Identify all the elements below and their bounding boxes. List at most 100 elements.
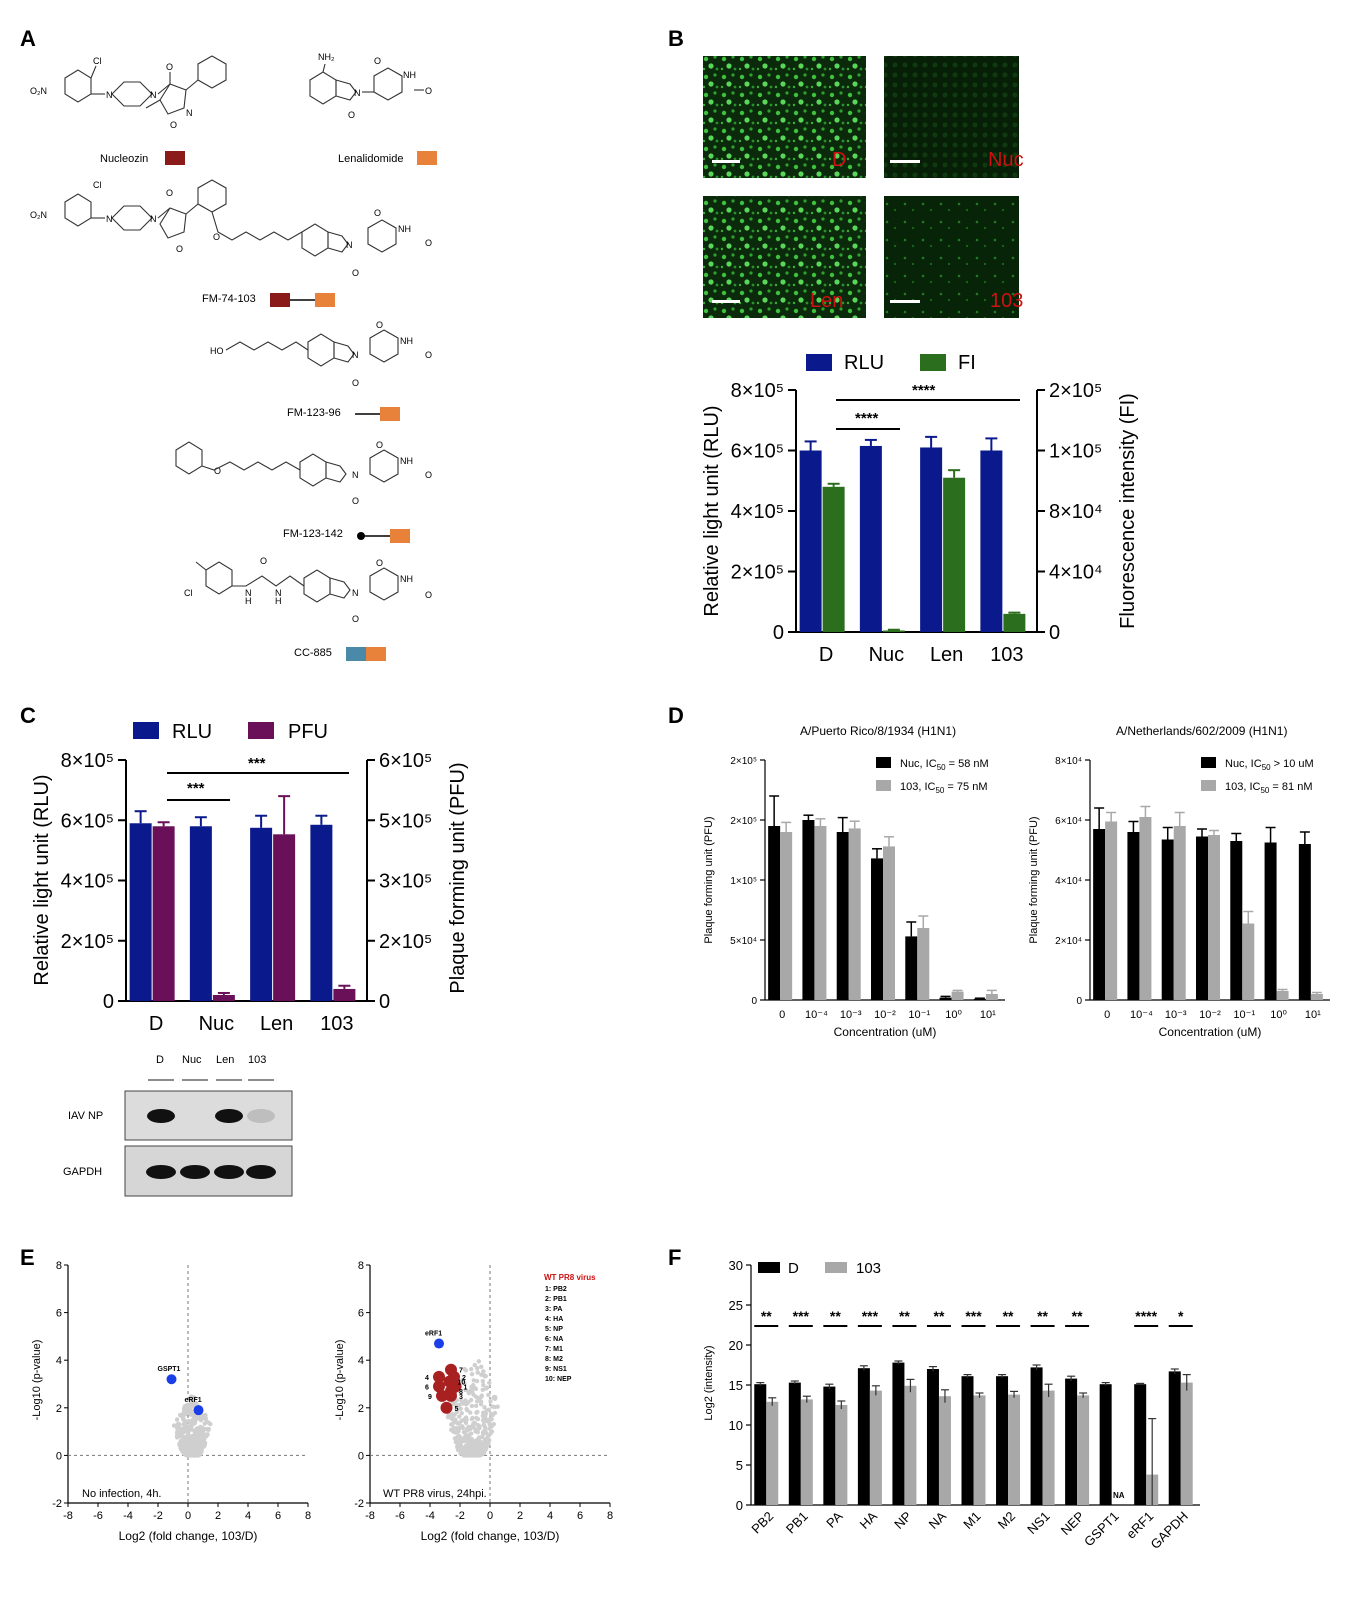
- lenalidomide-color-tag: [390, 529, 410, 543]
- x-tick-label: GSPT1: [1081, 1509, 1122, 1550]
- x-tick-label: 10⁻²: [1199, 1009, 1221, 1021]
- svg-text:N: N: [150, 214, 157, 224]
- svg-text:NH: NH: [400, 574, 413, 584]
- significance-label: ***: [248, 755, 266, 772]
- x-tick-label: M1: [960, 1509, 983, 1532]
- x-tick-label: NS1: [1024, 1509, 1052, 1537]
- viral-legend-item: 8: M2: [545, 1356, 563, 1363]
- bar: [1298, 844, 1311, 1000]
- scale-bar: [712, 300, 740, 303]
- x-tick-label: 0: [1104, 1009, 1110, 1021]
- legend-label-nuc: Nuc, IC50 > 10 uM: [1225, 758, 1314, 772]
- svg-text:N: N: [352, 350, 359, 360]
- svg-text:NH: NH: [403, 70, 416, 80]
- plot-annotation: No infection, 4h.: [82, 1488, 162, 1500]
- bar: [892, 1362, 905, 1505]
- svg-text:O: O: [170, 120, 177, 130]
- y-tick-label: 6×10⁵: [61, 810, 114, 832]
- y-tick-label: 15: [729, 1378, 743, 1393]
- x-tick-label: 10⁰: [1270, 1009, 1287, 1021]
- viral-protein-point: [433, 1380, 445, 1393]
- svg-text:NH: NH: [398, 224, 411, 234]
- bar-rlu-nuc: [189, 826, 212, 1001]
- legend-label-103: 103, IC50 = 81 nM: [1225, 781, 1312, 795]
- bar: [802, 820, 815, 1000]
- lenalidomide-structure: NH₂ N O O NH O Lenalidomide: [309, 52, 437, 165]
- svg-text:NH₂: NH₂: [318, 52, 335, 62]
- x-tick-label: 10⁻⁴: [1130, 1009, 1153, 1021]
- viral-protein-point: [443, 1375, 456, 1388]
- isoindolinone-ring: [325, 461, 347, 483]
- benzene-ring: [64, 69, 92, 103]
- svg-text:O: O: [214, 466, 221, 476]
- x-tick-label: 2: [517, 1510, 523, 1522]
- svg-text:O: O: [352, 496, 359, 506]
- x-axis-label: Concentration (uM): [1159, 1025, 1262, 1039]
- bar: [754, 1384, 767, 1505]
- bar: [1168, 1371, 1181, 1505]
- x-tick-label: Nuc: [869, 644, 905, 666]
- viral-point-label: 8: [459, 1389, 463, 1396]
- y-tick-label: 2×10⁵: [731, 562, 784, 584]
- viral-legend-item: 2: PB1: [545, 1296, 567, 1303]
- fluorescence-image: [884, 196, 1019, 318]
- x-axis-label: Log2 (fold change, 103/D): [421, 1529, 560, 1543]
- viral-legend-title: WT PR8 virus: [544, 1273, 596, 1282]
- x-tick-label: NA: [926, 1508, 950, 1532]
- y-tick-label: 8×10⁵: [61, 750, 114, 772]
- x-tick-label: 6: [275, 1510, 281, 1522]
- panel-label-f: F: [668, 1245, 681, 1270]
- bar-rlu-103: [310, 824, 333, 1001]
- significance-label: **: [1037, 1308, 1048, 1324]
- viral-point-label: 5: [455, 1406, 459, 1413]
- x-tick-label: -4: [123, 1510, 133, 1522]
- glutarimide-ring: [367, 219, 397, 253]
- panel-label-c: C: [20, 703, 36, 728]
- blot-band-gapdh: [214, 1165, 244, 1179]
- significance-label: ***: [793, 1308, 810, 1324]
- chart-title: A/Netherlands/602/2009 (H1N1): [1116, 724, 1287, 738]
- fm-123-96-structure: HO N O O NH O FM-123-96: [210, 320, 432, 421]
- significance-label: **: [934, 1308, 945, 1324]
- y-tick-label: 0: [773, 622, 784, 644]
- legend-label-nuc: Nuc, IC50 = 58 nM: [900, 758, 989, 772]
- bar: [768, 826, 781, 1000]
- legend-swatch-pfu: [248, 722, 274, 739]
- y2-tick-label: 4×10⁴: [1049, 562, 1103, 584]
- svg-text:N: N: [186, 108, 193, 118]
- y-axis-label: Plaque forming unit (PFU): [1028, 816, 1040, 943]
- image-label: D: [832, 149, 846, 171]
- x-tick-label: NP: [891, 1509, 914, 1532]
- y2-tick-label: 0: [1049, 622, 1060, 644]
- bar: [1180, 1382, 1193, 1505]
- x-tick-label: PB2: [748, 1509, 776, 1537]
- blot-band-np: [215, 1109, 243, 1123]
- bar: [1161, 839, 1174, 1000]
- legend-label-rlu: RLU: [844, 352, 884, 374]
- lenalidomide-color-tag: [380, 407, 400, 421]
- x-tick-label: 10⁰: [945, 1009, 962, 1021]
- panel-d-bar-charts: A/Puerto Rico/8/1934 (H1N1) A/Netherland…: [703, 724, 1330, 1039]
- lane-label: D: [156, 1054, 164, 1066]
- x-tick-label: 0: [779, 1009, 785, 1021]
- x-tick-label: 103: [990, 644, 1023, 666]
- y-tick-label: 8×10⁵: [731, 380, 784, 402]
- y-tick-label: 0: [1076, 996, 1082, 1007]
- viral-protein-point: [440, 1401, 453, 1414]
- bar: [1030, 1367, 1043, 1505]
- lenalidomide-color-tag: [417, 151, 437, 165]
- y-axis-label-left: Relative light unit (RLU): [31, 774, 53, 985]
- bar: [835, 1405, 848, 1505]
- bar: [951, 991, 964, 1000]
- bar-rlu-103: [980, 450, 1003, 632]
- bar: [1173, 826, 1186, 1000]
- y-tick-label: 10: [729, 1418, 743, 1433]
- significance-label: ***: [187, 780, 205, 797]
- bar-fi-nuc: [882, 630, 905, 632]
- x-tick-label: 10¹: [980, 1009, 996, 1021]
- protein-point-cloud: [171, 1394, 213, 1458]
- compound-name-fm-74-103: FM-74-103: [202, 293, 256, 305]
- bar: [883, 846, 895, 1000]
- legend-label-d: D: [788, 1260, 799, 1277]
- svg-text:NH: NH: [400, 336, 413, 346]
